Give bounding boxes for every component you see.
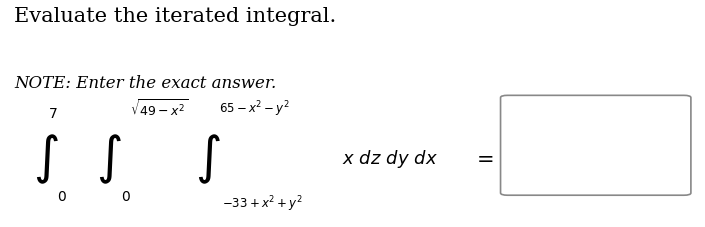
- Text: $=$: $=$: [472, 149, 493, 168]
- Text: $7$: $7$: [48, 106, 58, 121]
- Text: $-33+x^2+y^2$: $-33+x^2+y^2$: [222, 195, 302, 214]
- Text: $0$: $0$: [57, 190, 67, 205]
- Text: $\int$: $\int$: [97, 132, 122, 186]
- Text: $65-x^2-y^2$: $65-x^2-y^2$: [219, 99, 290, 119]
- Text: $\int$: $\int$: [33, 132, 59, 186]
- FancyBboxPatch shape: [501, 95, 691, 195]
- Text: $0$: $0$: [121, 190, 130, 205]
- Text: $\int$: $\int$: [195, 132, 221, 186]
- Text: $\sqrt{49-x^2}$: $\sqrt{49-x^2}$: [130, 98, 189, 120]
- Text: NOTE: Enter the exact answer.: NOTE: Enter the exact answer.: [14, 75, 276, 92]
- Text: $x\ dz\ dy\ dx$: $x\ dz\ dy\ dx$: [342, 148, 438, 170]
- Text: Evaluate the iterated integral.: Evaluate the iterated integral.: [14, 7, 336, 26]
